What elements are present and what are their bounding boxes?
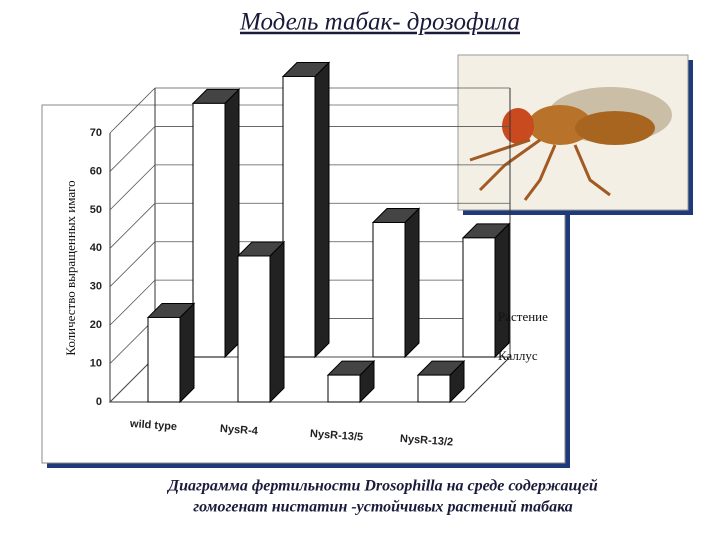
bar-side: [269, 240, 285, 404]
legend-label: Растение: [498, 309, 548, 324]
grid-line: [109, 279, 156, 326]
y-tick-label: 50: [90, 204, 102, 216]
y-tick-label: 30: [90, 281, 102, 293]
x-tick-label: wild type: [129, 418, 178, 433]
caption-line: Диаграмма фертильности Drosophilla на ср…: [166, 478, 598, 495]
y-tick-label: 40: [90, 242, 102, 254]
legend-label: Каллус: [498, 348, 538, 363]
y-tick-label: 10: [90, 357, 102, 369]
slide-title: Модель табак- дрозофила: [239, 9, 520, 36]
bar: [462, 237, 496, 358]
bar: [282, 75, 316, 358]
bar-side: [314, 61, 330, 359]
y-tick-label: 60: [90, 165, 102, 177]
bar: [237, 255, 271, 403]
bar-side: [494, 222, 510, 359]
grid-line: [109, 241, 156, 287]
bar-side: [224, 88, 240, 359]
y-tick-label: 0: [96, 396, 102, 408]
x-tick-label: NysR-13/2: [400, 433, 454, 449]
bar: [327, 374, 361, 403]
fly-photo: [457, 54, 693, 215]
x-tick-label: NysR-13/5: [310, 428, 364, 444]
y-tick-label: 70: [90, 127, 102, 139]
bar-side: [179, 302, 195, 404]
bar: [417, 374, 451, 403]
y-axis-label: Количество выращенных имаго: [63, 180, 78, 355]
grid-line: [109, 203, 156, 249]
grid-line: [109, 87, 156, 134]
x-tick-label: NysR-4: [220, 423, 260, 438]
y-tick-label: 20: [90, 319, 102, 331]
bar: [192, 102, 226, 358]
bar-side: [404, 207, 420, 359]
caption-line: гомогенат нистатин -устойчивых растений …: [193, 499, 573, 516]
grid-line: [109, 126, 156, 172]
grid-line: [109, 164, 156, 211]
bar: [147, 316, 181, 403]
bar: [372, 222, 406, 358]
